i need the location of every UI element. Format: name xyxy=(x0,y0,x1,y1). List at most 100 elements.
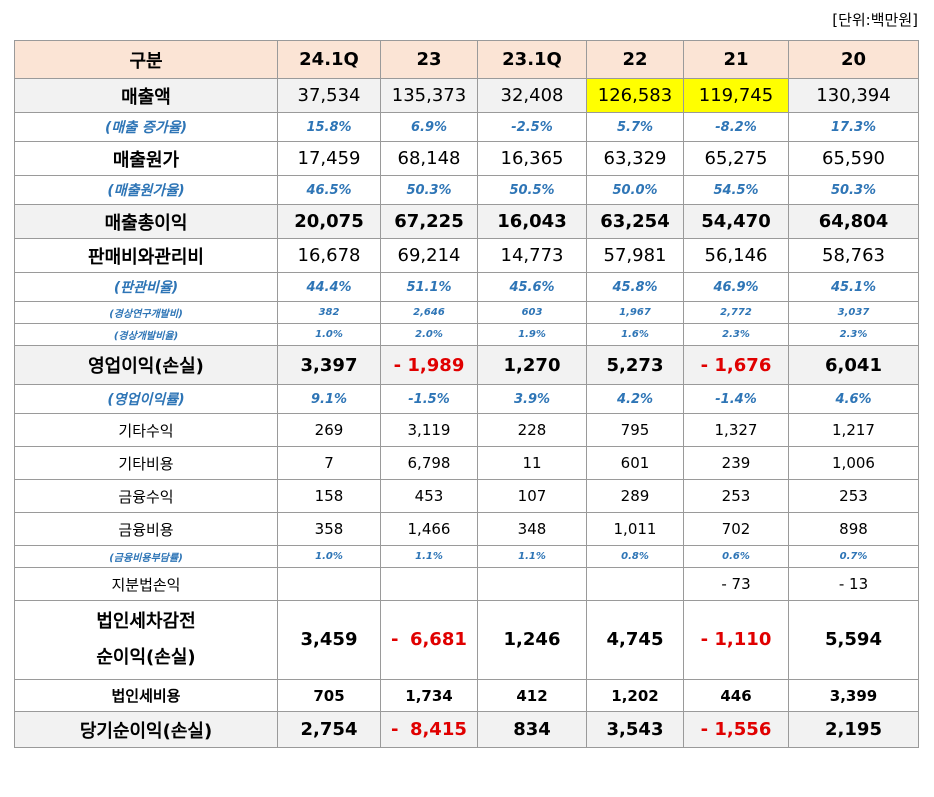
row-label: 법인세비용 xyxy=(14,679,278,712)
row-label: (금융비용부담률) xyxy=(14,545,278,568)
row-label-line2: 순이익(손실) xyxy=(96,647,196,668)
cell: 16,365 xyxy=(477,141,587,176)
cell-highlighted: 119,745 xyxy=(683,78,789,113)
cell: 50.5% xyxy=(477,175,587,205)
cell: 58,763 xyxy=(788,238,919,273)
cell: 3,459 xyxy=(277,600,381,680)
header-row: 구분 24.1Q 23 23.1Q 22 21 20 xyxy=(14,40,919,79)
cell-value: 1,556 xyxy=(714,719,772,740)
row-sales-growth: (매출 증가율) 15.8% 6.9% -2.5% 5.7% -8.2% 17.… xyxy=(14,112,919,142)
cell: 64,804 xyxy=(788,204,919,239)
cell: 2,646 xyxy=(380,301,478,324)
financial-table: 구분 24.1Q 23 23.1Q 22 21 20 매출액 37,534 13… xyxy=(14,40,919,748)
row-label: 당기순이익(손실) xyxy=(14,711,278,748)
cell-negative: - 8,415 xyxy=(380,711,478,748)
cell-negative: -8.2% xyxy=(683,112,789,142)
row-label: 매출액 xyxy=(14,78,278,113)
cell-negative: - 1,110 xyxy=(683,600,789,680)
cell: 5,594 xyxy=(788,600,919,680)
cell: 7 xyxy=(277,446,381,480)
row-sales: 매출액 37,534 135,373 32,408 126,583 119,74… xyxy=(14,78,919,113)
row-label: 지분법손익 xyxy=(14,567,278,601)
cell xyxy=(586,567,684,601)
row-net-income: 당기순이익(손실) 2,754 - 8,415 834 3,543 - 1,55… xyxy=(14,711,919,748)
cell: 382 xyxy=(277,301,381,324)
row-label: 금융수익 xyxy=(14,479,278,513)
row-cogs-ratio: (매출원가율) 46.5% 50.3% 50.5% 50.0% 54.5% 50… xyxy=(14,175,919,205)
row-pretax-income: 법인세차감전 순이익(손실) 3,459 - 6,681 1,246 4,745 … xyxy=(14,600,919,680)
cell: -1.5% xyxy=(380,384,478,414)
cell: 16,678 xyxy=(277,238,381,273)
row-finance-income: 금융수익 158 453 107 289 253 253 xyxy=(14,479,919,513)
cell: 446 xyxy=(683,679,789,712)
cell: 107 xyxy=(477,479,587,513)
unit-label: [단위:백만원] xyxy=(832,11,918,29)
cell: 834 xyxy=(477,711,587,748)
cell: 358 xyxy=(277,512,381,546)
cell: 603 xyxy=(477,301,587,324)
cell-negative: - 6,681 xyxy=(380,600,478,680)
cell: 1,327 xyxy=(683,413,789,447)
cell: 135,373 xyxy=(380,78,478,113)
row-rnd: (경상연구개발비) 382 2,646 603 1,967 2,772 3,03… xyxy=(14,301,919,324)
cell: 46.9% xyxy=(683,272,789,302)
cell: 15.8% xyxy=(277,112,381,142)
cell: 4.2% xyxy=(586,384,684,414)
cell: 348 xyxy=(477,512,587,546)
cell: 453 xyxy=(380,479,478,513)
cell: 1,011 xyxy=(586,512,684,546)
cell: 1,202 xyxy=(586,679,684,712)
cell: 11 xyxy=(477,446,587,480)
cell: 65,275 xyxy=(683,141,789,176)
row-label: (매출 증가율) xyxy=(14,112,278,142)
minus-sign: - xyxy=(700,354,709,376)
cell: 56,146 xyxy=(683,238,789,273)
row-operating-margin: (영업이익률) 9.1% -1.5% 3.9% 4.2% -1.4% 4.6% xyxy=(14,384,919,414)
cell: 705 xyxy=(277,679,381,712)
cell: 795 xyxy=(586,413,684,447)
cell: 3,543 xyxy=(586,711,684,748)
cell: 63,329 xyxy=(586,141,684,176)
cell: 67,225 xyxy=(380,204,478,239)
header-col: 24.1Q xyxy=(277,40,381,79)
cell: 50.3% xyxy=(788,175,919,205)
header-col: 20 xyxy=(788,40,919,79)
cell: 2.0% xyxy=(380,323,478,346)
cell: 1,217 xyxy=(788,413,919,447)
cell: 1.9% xyxy=(477,323,587,346)
row-label: (매출원가율) xyxy=(14,175,278,205)
cell: 46.5% xyxy=(277,175,381,205)
cell: 45.6% xyxy=(477,272,587,302)
row-label-line1: 법인세차감전 xyxy=(96,611,196,632)
row-label: (경상연구개발비) xyxy=(14,301,278,324)
row-label: 매출총이익 xyxy=(14,204,278,239)
cell: 1.1% xyxy=(380,545,478,568)
row-other-income: 기타수익 269 3,119 228 795 1,327 1,217 xyxy=(14,413,919,447)
cell: 253 xyxy=(683,479,789,513)
cell-value: 1,676 xyxy=(714,354,772,376)
row-finance-expense: 금융비용 358 1,466 348 1,011 702 898 xyxy=(14,512,919,546)
cell-value: 1,110 xyxy=(714,629,772,650)
cell: 51.1% xyxy=(380,272,478,302)
cell: 63,254 xyxy=(586,204,684,239)
cell: 3,397 xyxy=(277,345,381,385)
cell-highlighted: 126,583 xyxy=(586,78,684,113)
cell: 3.9% xyxy=(477,384,587,414)
minus-sign: - xyxy=(391,629,399,650)
row-label: 기타비용 xyxy=(14,446,278,480)
cell: 32,408 xyxy=(477,78,587,113)
cell: 702 xyxy=(683,512,789,546)
minus-sign: - xyxy=(393,354,402,376)
cell: 50.3% xyxy=(380,175,478,205)
cell-value: 8,415 xyxy=(409,719,467,740)
cell: 0.7% xyxy=(788,545,919,568)
cell: 2.3% xyxy=(788,323,919,346)
header-col: 22 xyxy=(586,40,684,79)
cell: 6,041 xyxy=(788,345,919,385)
cell: 601 xyxy=(586,446,684,480)
cell-negative: - 1,556 xyxy=(683,711,789,748)
header-category: 구분 xyxy=(14,40,278,79)
row-sga-ratio: (판관비율) 44.4% 51.1% 45.6% 45.8% 46.9% 45.… xyxy=(14,272,919,302)
row-income-tax: 법인세비용 705 1,734 412 1,202 446 3,399 xyxy=(14,679,919,712)
